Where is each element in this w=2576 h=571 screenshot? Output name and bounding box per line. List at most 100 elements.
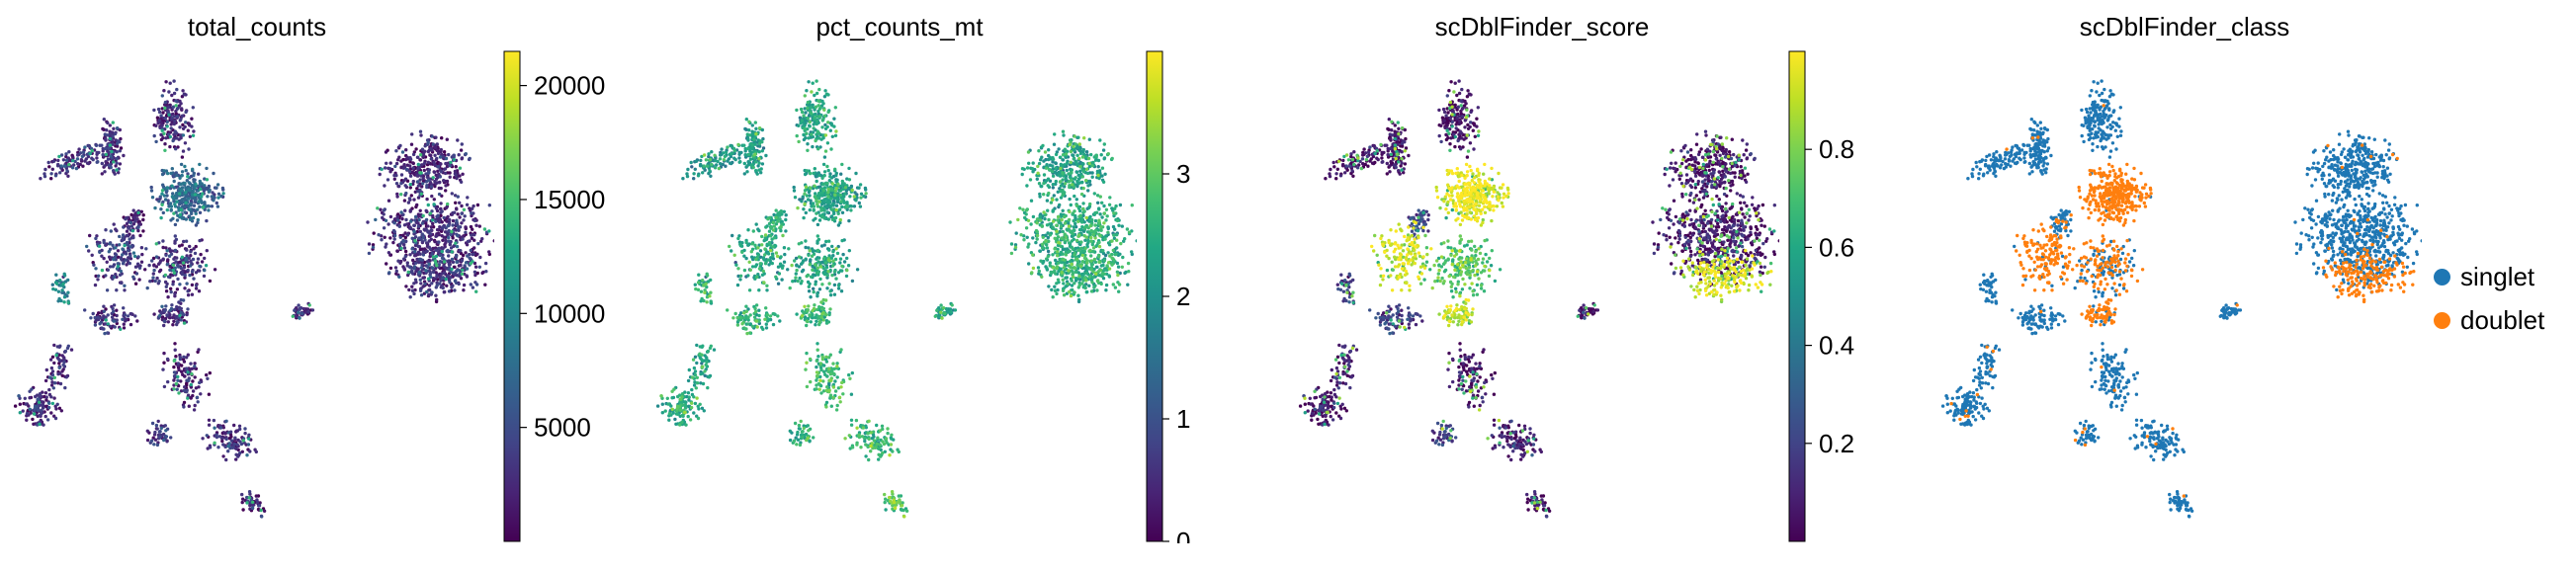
cell-point [458, 201, 462, 204]
cell-point [753, 265, 757, 269]
cell-point [176, 106, 180, 110]
cell-point [25, 411, 30, 416]
cell-point [1027, 262, 1031, 266]
cell-point [442, 260, 447, 264]
cell-point [191, 389, 196, 393]
cell-point [418, 188, 422, 193]
cell-point [462, 207, 467, 211]
cell-point [1061, 178, 1065, 182]
cell-point [815, 79, 818, 83]
cell-point [191, 193, 195, 198]
cell-point [388, 214, 393, 219]
cell-point [183, 286, 187, 290]
cell-point [448, 217, 452, 222]
cell-point [232, 423, 236, 428]
cell-point [425, 184, 429, 188]
cell-point [124, 258, 128, 262]
cell-point [429, 146, 433, 151]
cell-point [162, 194, 167, 198]
cell-point [824, 265, 829, 270]
cell-point [683, 400, 687, 404]
cell-point [839, 172, 843, 176]
cell-point [766, 258, 770, 262]
cell-point [23, 396, 27, 400]
cell-point [1054, 152, 1059, 157]
cell-point [256, 507, 261, 512]
cell-point [1054, 179, 1058, 184]
cell-point [72, 163, 76, 167]
cell-point [1045, 163, 1049, 167]
cell-point [798, 427, 802, 431]
cell-point [180, 255, 185, 259]
cell-point [816, 291, 819, 295]
cell-point [844, 274, 849, 279]
cell-point [425, 249, 429, 253]
cell-point [1063, 185, 1067, 189]
cell-point [437, 240, 441, 244]
cell-point [111, 134, 115, 138]
cell-point [816, 171, 820, 175]
cell-point [411, 166, 415, 170]
cell-point [221, 443, 225, 447]
cell-point [1107, 274, 1111, 278]
cell-point [1028, 178, 1033, 182]
cell-point [425, 289, 429, 294]
cell-point [181, 133, 186, 137]
cell-point [757, 150, 761, 154]
cell-point [137, 219, 141, 223]
cell-point [39, 403, 43, 407]
cell-point [779, 228, 783, 233]
cell-point [162, 351, 166, 356]
cell-point [854, 199, 858, 203]
cell-point [795, 108, 799, 113]
cell-point [246, 443, 251, 447]
cell-point [466, 196, 470, 200]
cell-point [177, 192, 182, 196]
cell-point [172, 319, 176, 323]
cell-point [754, 126, 758, 130]
cell-point [871, 433, 876, 437]
cell-point [112, 257, 116, 262]
cell-point [1059, 184, 1064, 188]
cell-point [160, 123, 164, 127]
cell-point [796, 438, 801, 442]
cell-point [118, 149, 123, 153]
cell-point [90, 253, 94, 257]
cell-point [211, 191, 215, 195]
cell-point [183, 197, 187, 201]
cell-point [397, 155, 401, 159]
cell-point [442, 179, 446, 183]
cell-point [40, 411, 43, 416]
cell-point [438, 260, 443, 264]
cell-point [852, 204, 857, 208]
cell-point [62, 358, 66, 362]
cell-point [41, 400, 44, 404]
cell-point [94, 274, 98, 279]
cell-point [169, 286, 173, 290]
cell-point [820, 176, 824, 180]
cell-point [421, 153, 426, 158]
cell-point [1084, 150, 1089, 154]
cell-point [1115, 261, 1120, 266]
cell-point [164, 253, 168, 257]
cell-point [742, 172, 746, 176]
cell-point [1052, 226, 1056, 231]
cell-point [181, 122, 185, 127]
cell-point [1025, 166, 1030, 170]
cell-point [427, 239, 431, 243]
cell-point [435, 234, 439, 238]
cell-point [428, 287, 432, 292]
cell-point [193, 403, 197, 408]
cell-point [196, 261, 200, 265]
cell-point [119, 327, 123, 331]
cell-point [180, 369, 184, 373]
cell-point [761, 146, 766, 150]
cell-point [402, 243, 406, 247]
cell-point [1062, 133, 1066, 137]
cell-point [77, 147, 81, 151]
cell-point [812, 289, 816, 294]
cell-point [101, 153, 105, 157]
cell-point [431, 176, 435, 180]
cell-point [1051, 208, 1055, 212]
cell-point [166, 379, 170, 384]
